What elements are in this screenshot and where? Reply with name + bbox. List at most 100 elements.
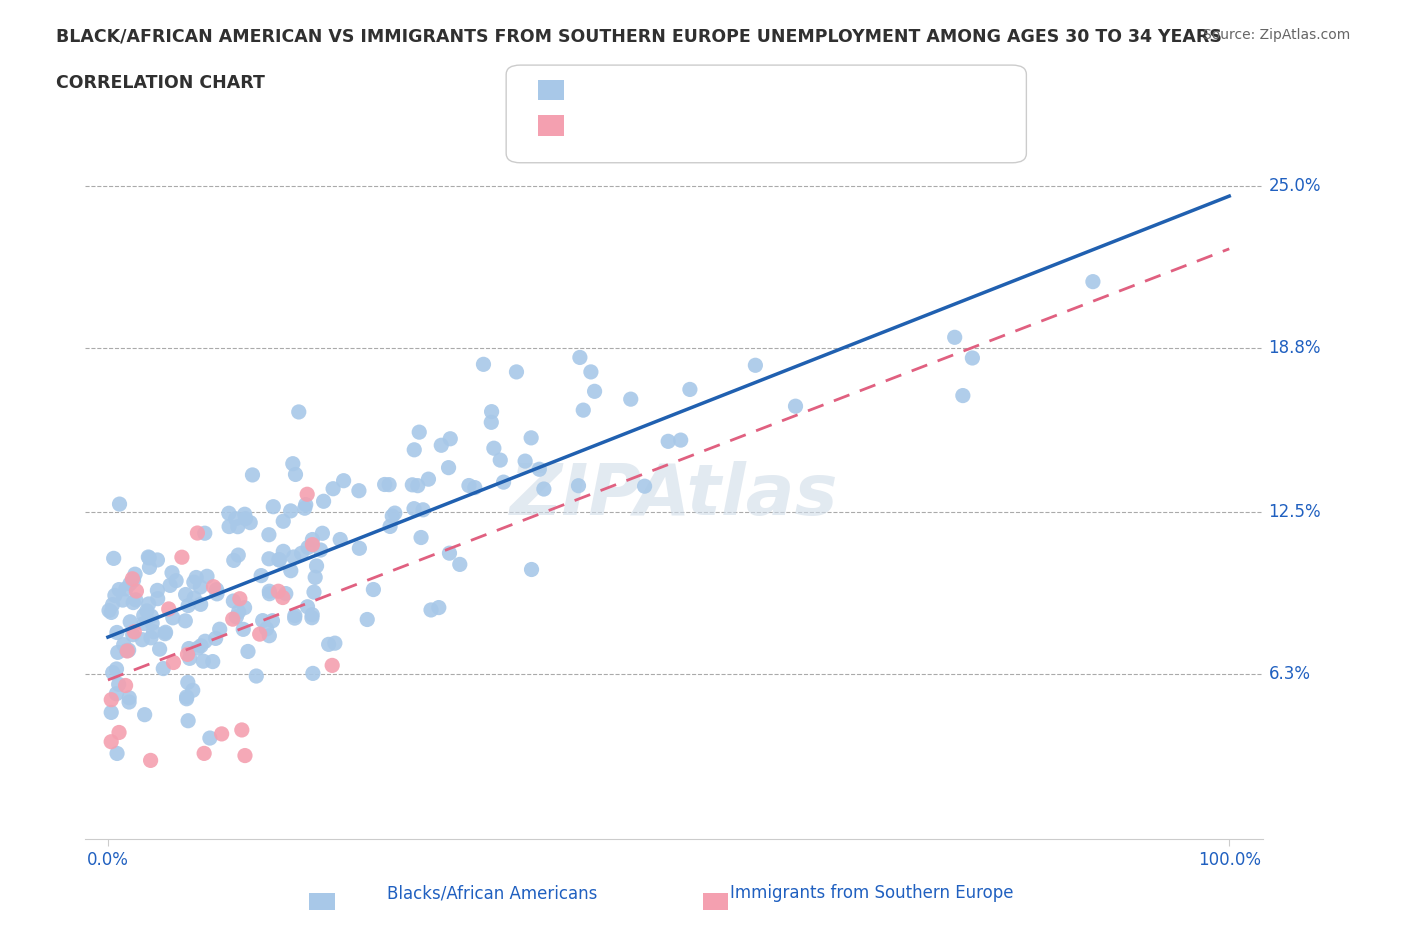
Point <box>322 482 344 497</box>
Point <box>464 480 486 495</box>
Point <box>121 571 143 586</box>
Point <box>115 644 138 658</box>
Point <box>155 625 177 640</box>
Point <box>378 477 401 492</box>
Point <box>284 611 307 626</box>
Point <box>245 669 267 684</box>
Point <box>104 588 127 603</box>
Point <box>183 575 205 590</box>
Point <box>481 405 503 419</box>
Point <box>304 570 326 585</box>
Point <box>533 482 555 497</box>
Point <box>579 365 602 379</box>
Point <box>412 502 434 517</box>
Point <box>188 579 211 594</box>
Point <box>283 550 305 565</box>
Point <box>236 644 259 659</box>
Point <box>194 525 217 540</box>
Point <box>297 540 319 555</box>
Point <box>290 546 312 561</box>
Point <box>114 678 136 693</box>
Point <box>132 608 155 623</box>
Point <box>271 590 294 604</box>
Point <box>157 602 180 617</box>
Point <box>228 604 250 619</box>
Point <box>280 503 302 518</box>
Point <box>132 616 155 631</box>
Point <box>205 582 228 597</box>
Point <box>100 605 122 620</box>
Text: BLACK/AFRICAN AMERICAN VS IMMIGRANTS FROM SOUTHERN EUROPE UNEMPLOYMENT AMONG AGE: BLACK/AFRICAN AMERICAN VS IMMIGRANTS FRO… <box>56 28 1222 46</box>
Point <box>669 432 692 447</box>
Point <box>108 497 131 512</box>
Point <box>141 616 163 631</box>
Text: 6.3%: 6.3% <box>1268 665 1310 684</box>
Point <box>305 559 328 574</box>
Point <box>146 583 169 598</box>
Point <box>98 603 121 618</box>
Point <box>138 550 160 565</box>
Point <box>363 582 385 597</box>
Point <box>430 438 453 453</box>
Point <box>100 692 122 707</box>
Point <box>186 570 208 585</box>
Point <box>222 593 245 608</box>
Point <box>181 683 204 698</box>
Point <box>233 507 256 522</box>
Point <box>321 658 343 672</box>
Point <box>420 603 443 618</box>
Point <box>262 499 284 514</box>
Point <box>657 434 679 449</box>
Point <box>194 634 217 649</box>
Point <box>280 564 302 578</box>
Point <box>952 388 974 403</box>
Point <box>183 591 205 605</box>
Point <box>225 512 247 526</box>
Point <box>115 643 138 658</box>
Point <box>138 551 160 565</box>
Point <box>138 560 160 575</box>
Point <box>190 597 212 612</box>
Point <box>406 478 429 493</box>
Point <box>100 705 122 720</box>
Point <box>107 677 129 692</box>
Point <box>233 600 256 615</box>
Point <box>118 577 141 591</box>
Point <box>309 542 332 557</box>
Point <box>160 565 183 580</box>
Point <box>205 587 228 602</box>
Point <box>107 644 129 659</box>
Point <box>356 612 378 627</box>
Point <box>201 654 224 669</box>
Text: Blacks/African Americans: Blacks/African Americans <box>387 884 598 902</box>
Point <box>112 637 135 652</box>
Point <box>374 477 396 492</box>
Point <box>257 527 280 542</box>
Point <box>381 509 404 524</box>
Point <box>218 506 240 521</box>
Point <box>142 624 165 639</box>
Point <box>418 472 440 486</box>
Point <box>177 641 200 656</box>
Point <box>479 415 502 430</box>
Point <box>177 675 200 690</box>
Point <box>297 599 319 614</box>
Point <box>274 586 297 601</box>
Point <box>294 498 316 512</box>
Point <box>259 586 281 601</box>
Point <box>232 622 254 637</box>
Point <box>520 431 543 445</box>
Point <box>118 695 141 710</box>
Point <box>437 460 460 475</box>
Point <box>1081 274 1104 289</box>
Text: 25.0%: 25.0% <box>1268 178 1322 195</box>
Point <box>256 621 278 636</box>
Point <box>174 587 197 602</box>
Point <box>404 443 426 458</box>
Point <box>152 661 174 676</box>
Point <box>785 399 807 414</box>
Point <box>492 474 515 489</box>
Point <box>118 690 141 705</box>
Point <box>294 500 316 515</box>
Point <box>284 608 307 623</box>
